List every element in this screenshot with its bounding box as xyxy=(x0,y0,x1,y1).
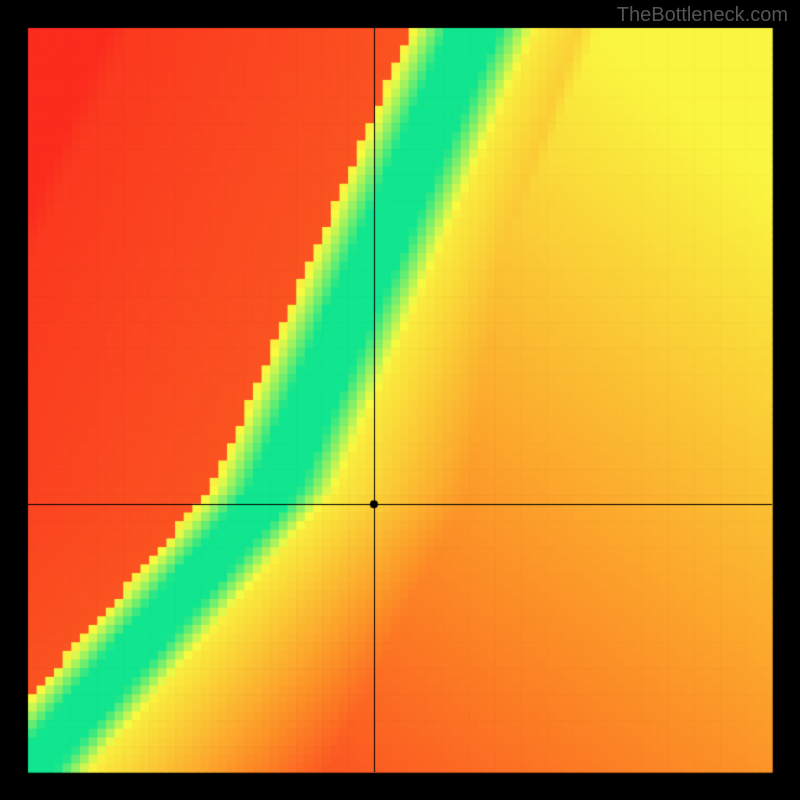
watermark-text: TheBottleneck.com xyxy=(617,4,788,27)
chart-container: TheBottleneck.com xyxy=(0,0,800,800)
heatmap-canvas xyxy=(0,0,800,800)
